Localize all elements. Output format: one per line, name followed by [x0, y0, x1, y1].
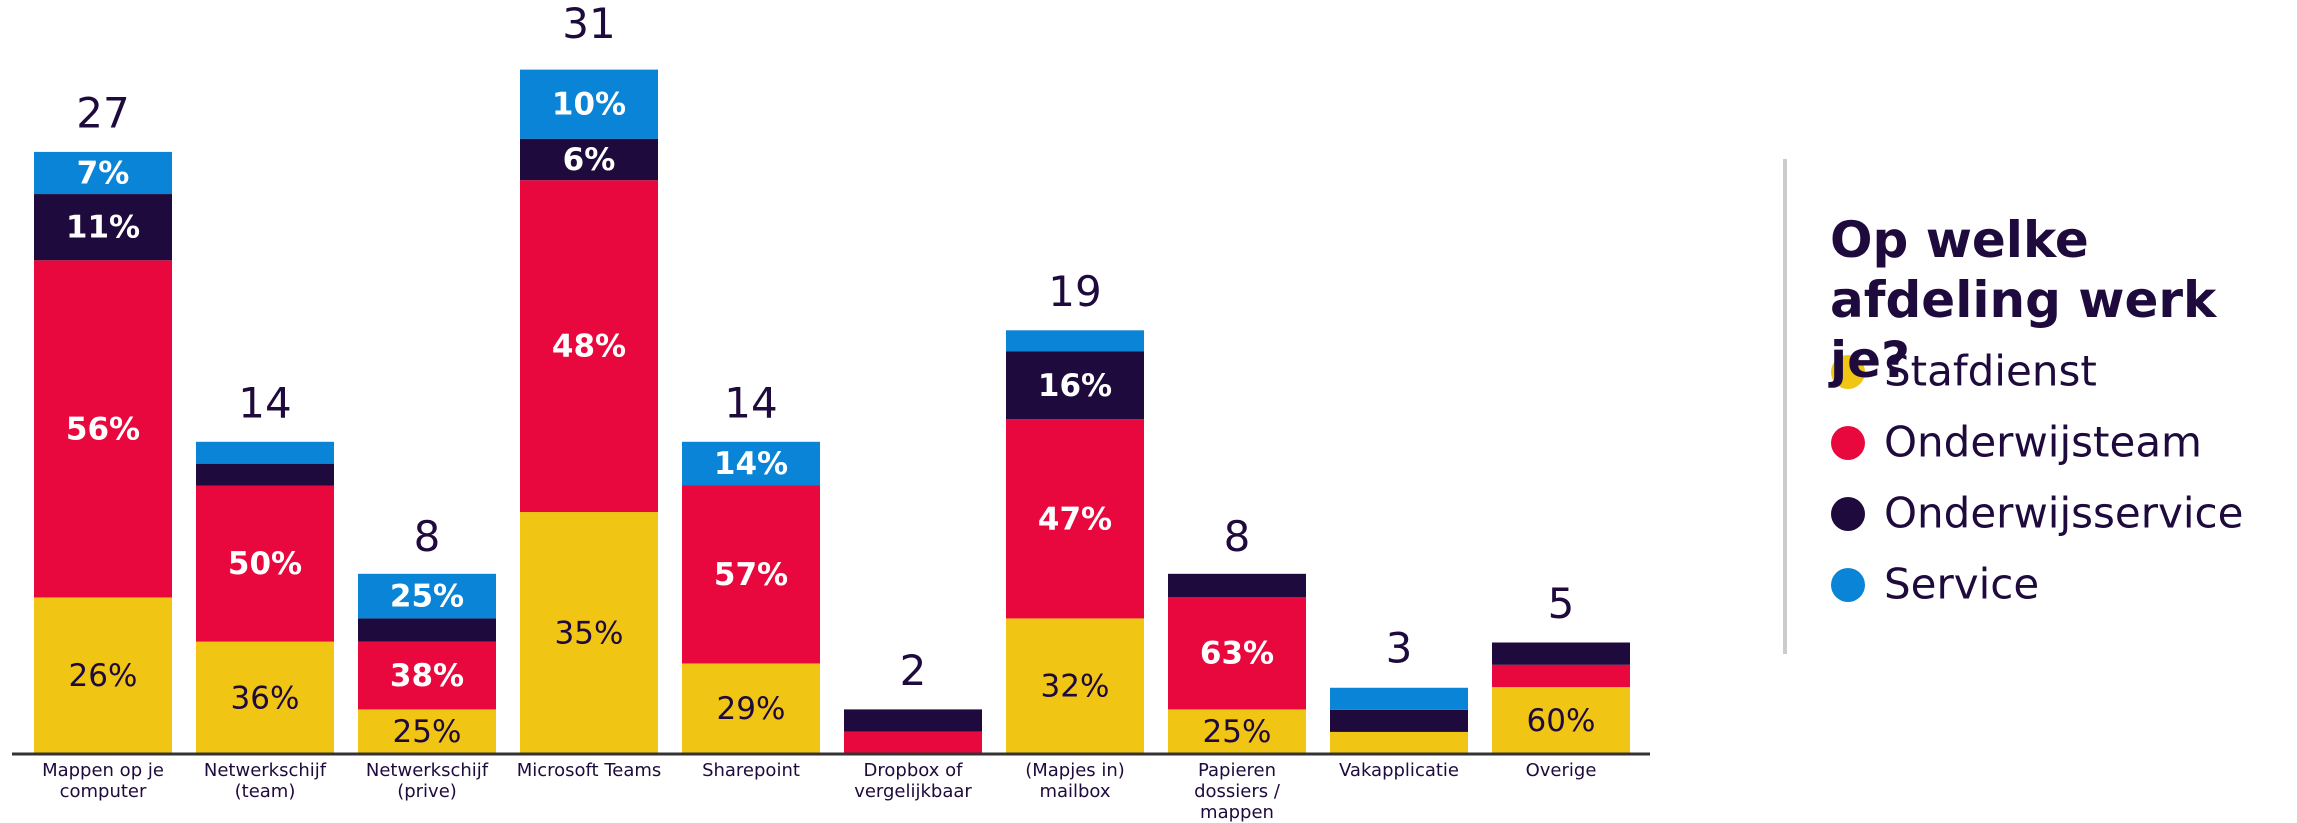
bar-segment — [682, 485, 820, 664]
legend-label: Service — [1884, 560, 2039, 609]
bar-segment — [1006, 419, 1144, 619]
x-tick-label: Mappen op je computer — [42, 760, 164, 802]
bar-segment — [1168, 597, 1306, 710]
bar-segment — [682, 441, 820, 486]
x-tick-label: Overige — [1525, 760, 1597, 781]
x-tick-label: Papieren dossiers / mappen — [1194, 760, 1280, 823]
bar-segment — [358, 709, 496, 754]
segment-label: 14% — [714, 446, 788, 482]
segment-label: 7% — [77, 155, 130, 191]
segment-label: 63% — [1200, 636, 1274, 672]
segment-label: 25% — [1203, 714, 1272, 750]
x-tick-label: Netwerkschijf (prive) — [365, 760, 489, 802]
bar-segment — [844, 709, 982, 732]
x-tick-label: Netwerkschijf (team) — [203, 760, 327, 802]
x-tick-label: Dropbox of vergelijkbaar — [854, 760, 972, 802]
bar-segment — [196, 441, 334, 464]
legend-swatch — [1831, 497, 1865, 531]
segment-label: 29% — [717, 691, 786, 727]
bar-segment — [196, 641, 334, 754]
bar-segment — [1006, 330, 1144, 352]
segment-label: 25% — [390, 579, 464, 615]
bar-segment — [358, 641, 496, 710]
bar-segment — [1492, 664, 1630, 688]
legend-label: Stafdienst — [1884, 347, 2097, 396]
total-label: 8 — [414, 512, 441, 561]
bar-segment — [358, 618, 496, 642]
total-label: 3 — [1386, 624, 1413, 673]
bar-segment — [196, 463, 334, 486]
bar-segment — [1330, 709, 1468, 732]
segment-label: 16% — [1038, 368, 1112, 404]
legend-label: Onderwijsservice — [1884, 489, 2243, 538]
bar-segment — [1006, 351, 1144, 420]
x-tick-label: Sharepoint — [702, 760, 800, 781]
x-tick-label: Vakapplicatie — [1339, 760, 1459, 781]
total-label: 14 — [238, 378, 291, 427]
segment-label: 60% — [1527, 703, 1596, 739]
bar-segment — [682, 663, 820, 754]
x-tick-label: (Mapjes in) mailbox — [1025, 760, 1125, 802]
bar-segment — [34, 194, 172, 261]
bar-segment — [1168, 573, 1306, 598]
legend-swatch — [1831, 355, 1865, 389]
bar-segment — [520, 512, 658, 754]
legend-swatch — [1831, 568, 1865, 602]
bar-segment — [34, 151, 172, 195]
total-label: 8 — [1224, 512, 1251, 561]
segment-label: 25% — [393, 714, 462, 750]
segment-label: 57% — [714, 557, 788, 593]
bar-segment — [520, 69, 658, 139]
segment-label: 50% — [228, 546, 302, 582]
segment-label: 32% — [1041, 669, 1110, 705]
bar-segment — [1006, 618, 1144, 754]
segment-label: 56% — [66, 411, 140, 447]
segment-label: 47% — [1038, 501, 1112, 537]
segment-label: 10% — [552, 87, 626, 123]
total-label: 19 — [1048, 267, 1101, 316]
bar-segment — [358, 573, 496, 619]
legend-label: Onderwijsteam — [1884, 418, 2202, 467]
bar-segment — [1492, 687, 1630, 754]
segment-label: 26% — [69, 658, 138, 694]
bar-segment — [844, 731, 982, 754]
bar-segment — [1330, 687, 1468, 710]
segment-label: 36% — [231, 680, 300, 716]
segment-label: 6% — [563, 142, 616, 178]
total-label: 27 — [76, 88, 129, 137]
legend-swatch — [1831, 426, 1865, 460]
bar-segment — [1330, 731, 1468, 754]
bar-segment — [1492, 642, 1630, 665]
total-label: 5 — [1548, 579, 1575, 628]
bar-segment — [1168, 709, 1306, 754]
bar-segment — [520, 180, 658, 513]
total-label: 31 — [562, 0, 615, 48]
total-label: 14 — [724, 378, 777, 427]
segment-label: 38% — [390, 658, 464, 694]
segment-label: 48% — [552, 329, 626, 365]
legend-title: Op welke afdeling werk je? — [1830, 211, 2217, 389]
segment-label: 35% — [555, 616, 624, 652]
bar-segment — [34, 260, 172, 598]
x-tick-label: Microsoft Teams — [516, 760, 662, 781]
bar-segment — [520, 138, 658, 181]
bar-segment — [196, 485, 334, 642]
bar-segment — [34, 597, 172, 754]
segment-label: 11% — [66, 210, 140, 246]
total-label: 2 — [900, 646, 927, 695]
